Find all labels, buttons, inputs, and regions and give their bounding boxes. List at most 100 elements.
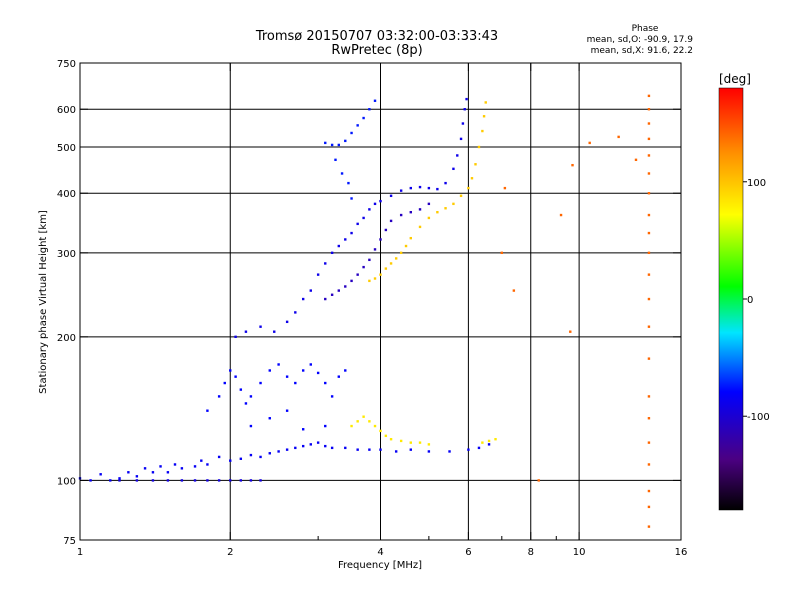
data-point bbox=[362, 216, 365, 220]
data-point bbox=[309, 363, 312, 366]
data-point bbox=[337, 244, 341, 248]
data-point bbox=[118, 479, 121, 482]
data-point bbox=[99, 473, 102, 476]
data-point bbox=[350, 279, 353, 283]
data-point bbox=[470, 177, 474, 180]
data-point bbox=[143, 467, 147, 470]
data-point bbox=[294, 311, 297, 314]
data-point bbox=[229, 369, 232, 372]
data-point bbox=[427, 443, 431, 446]
data-point bbox=[135, 475, 139, 478]
data-point bbox=[234, 375, 237, 378]
data-point bbox=[477, 446, 481, 450]
data-point bbox=[436, 187, 439, 191]
x-tick-label: 10 bbox=[573, 547, 586, 558]
data-point bbox=[193, 465, 197, 468]
data-point bbox=[340, 172, 344, 175]
data-point bbox=[389, 262, 393, 265]
data-point bbox=[647, 357, 651, 360]
data-point bbox=[301, 428, 305, 431]
stats-x-mode: mean, sd,X: 91.6, 22.2 bbox=[591, 46, 693, 56]
data-point bbox=[268, 452, 271, 455]
data-point bbox=[494, 438, 497, 441]
data-point bbox=[647, 122, 651, 125]
data-point bbox=[647, 231, 651, 235]
data-point bbox=[448, 450, 451, 453]
x-tick-label: 1 bbox=[77, 547, 83, 558]
data-point bbox=[368, 108, 371, 111]
data-point bbox=[244, 402, 248, 405]
data-point bbox=[206, 463, 209, 466]
data-point bbox=[571, 163, 574, 167]
data-point bbox=[647, 137, 651, 141]
colorbar-label: [deg] bbox=[719, 72, 751, 86]
data-point bbox=[474, 163, 477, 166]
data-point bbox=[324, 297, 327, 301]
data-point bbox=[467, 448, 470, 451]
data-point bbox=[356, 124, 359, 127]
data-point bbox=[647, 213, 651, 217]
data-point bbox=[356, 420, 359, 423]
colorbar-tick-label: 100 bbox=[747, 178, 766, 189]
data-point bbox=[350, 131, 353, 135]
y-tick-label: 200 bbox=[57, 333, 76, 344]
data-point bbox=[268, 369, 271, 372]
data-point bbox=[151, 479, 155, 482]
data-point bbox=[316, 371, 320, 375]
data-point bbox=[647, 395, 651, 398]
data-point bbox=[89, 479, 92, 482]
data-point bbox=[249, 395, 253, 398]
data-point bbox=[512, 289, 516, 292]
data-point bbox=[301, 369, 305, 372]
data-point bbox=[301, 297, 305, 301]
data-point bbox=[389, 219, 393, 223]
data-point bbox=[309, 289, 312, 292]
data-point bbox=[379, 273, 382, 276]
data-point bbox=[444, 207, 447, 210]
data-point bbox=[647, 463, 651, 466]
data-point bbox=[647, 192, 651, 195]
data-point bbox=[418, 225, 422, 229]
data-point bbox=[373, 202, 377, 206]
data-point bbox=[427, 450, 431, 453]
data-point bbox=[200, 459, 203, 462]
data-point bbox=[452, 202, 455, 206]
data-point bbox=[482, 115, 486, 118]
data-point bbox=[647, 154, 651, 157]
data-point bbox=[588, 141, 591, 145]
data-point bbox=[418, 208, 422, 211]
data-point bbox=[409, 210, 412, 214]
data-point bbox=[484, 101, 487, 104]
data-point bbox=[399, 439, 403, 443]
data-point bbox=[273, 330, 276, 333]
data-point bbox=[362, 116, 365, 120]
data-point bbox=[384, 434, 388, 438]
x-tick-label: 8 bbox=[528, 547, 534, 558]
data-point bbox=[330, 143, 334, 147]
data-point bbox=[350, 424, 353, 428]
data-point bbox=[394, 450, 398, 453]
data-point bbox=[330, 395, 334, 398]
data-point bbox=[647, 108, 651, 111]
data-point bbox=[409, 441, 412, 444]
data-point bbox=[418, 185, 422, 189]
data-point bbox=[373, 277, 377, 280]
stats-o-mode: mean, sd,O: -90.9, 17.9 bbox=[587, 35, 694, 45]
data-point bbox=[350, 231, 353, 235]
x-tick-label: 2 bbox=[227, 547, 233, 558]
y-tick-label: 75 bbox=[63, 536, 76, 547]
data-point bbox=[481, 129, 484, 133]
data-point bbox=[404, 244, 408, 248]
data-point bbox=[647, 417, 651, 420]
data-point bbox=[647, 505, 651, 509]
data-point bbox=[244, 330, 248, 333]
data-point bbox=[389, 194, 393, 198]
data-point bbox=[229, 459, 232, 462]
data-point bbox=[427, 216, 431, 220]
data-point bbox=[379, 238, 382, 241]
y-tick-label: 100 bbox=[57, 476, 76, 487]
data-point bbox=[409, 186, 412, 190]
data-point bbox=[249, 479, 253, 482]
data-point bbox=[217, 455, 221, 459]
data-point bbox=[259, 455, 262, 459]
